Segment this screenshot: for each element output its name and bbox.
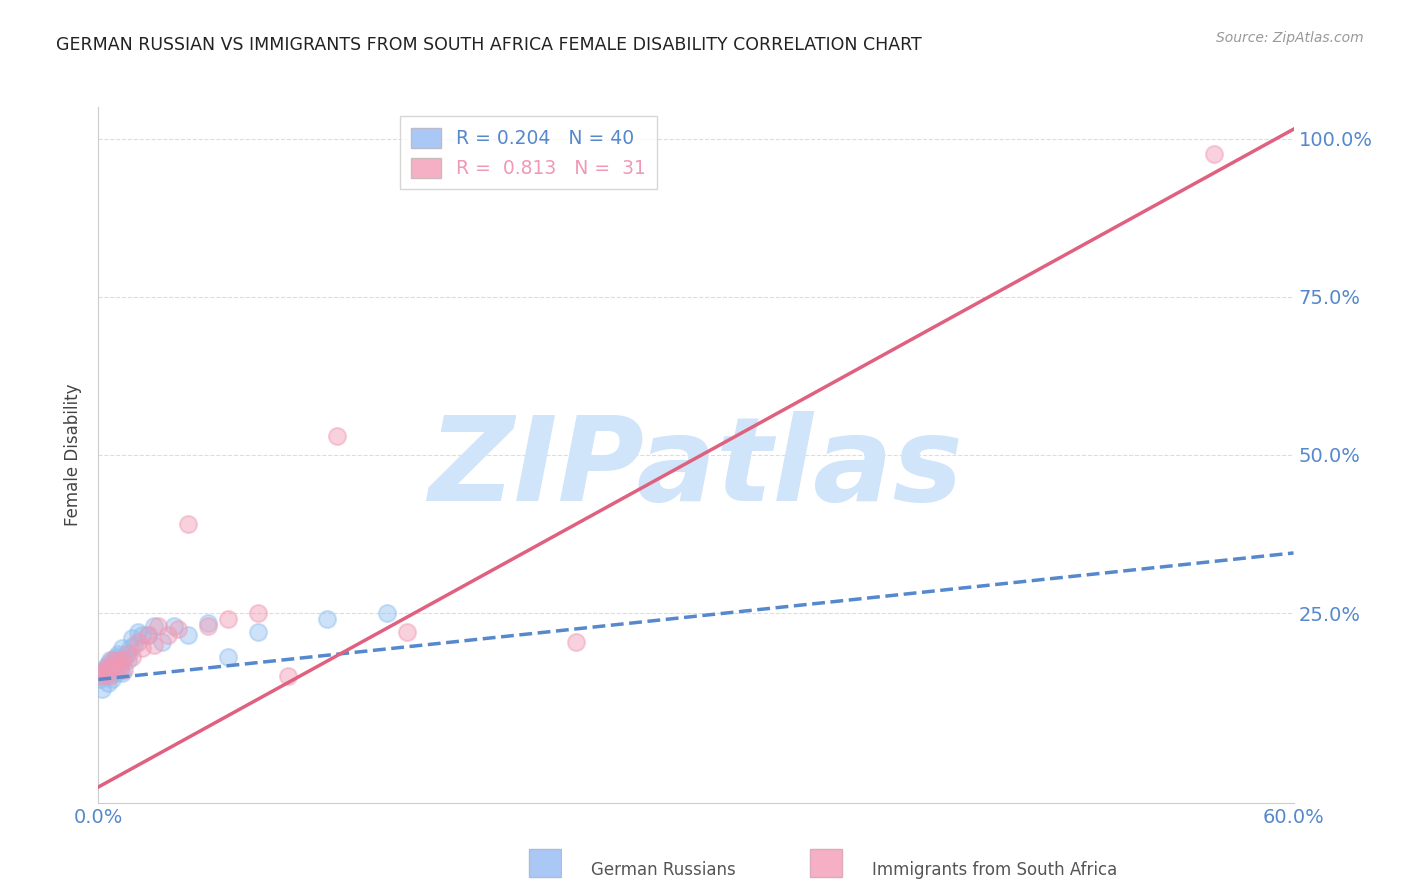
Point: [120, 640, 142, 655]
Text: German Russians: German Russians: [591, 861, 735, 879]
Point: [316, 612, 339, 626]
Point: [150, 634, 173, 648]
Point: [136, 628, 159, 642]
Point: [375, 606, 398, 620]
Point: [136, 628, 159, 642]
Point: [124, 638, 146, 652]
Text: ZIPatlas: ZIPatlas: [429, 411, 963, 526]
Point: [121, 632, 143, 646]
Point: [91, 666, 114, 681]
Point: [93, 663, 115, 677]
Point: [277, 669, 299, 683]
Point: [1202, 147, 1225, 161]
Point: [107, 660, 129, 674]
Point: [110, 663, 132, 677]
Point: [111, 666, 134, 681]
Point: [110, 660, 132, 674]
Point: [197, 618, 219, 632]
Point: [97, 675, 120, 690]
Point: [110, 653, 132, 667]
Point: [197, 615, 219, 630]
Point: [111, 653, 134, 667]
Point: [127, 634, 149, 648]
Text: GERMAN RUSSIAN VS IMMIGRANTS FROM SOUTH AFRICA FEMALE DISABILITY CORRELATION CHA: GERMAN RUSSIAN VS IMMIGRANTS FROM SOUTH …: [56, 36, 922, 54]
Point: [112, 653, 135, 667]
Y-axis label: Female Disability: Female Disability: [65, 384, 83, 526]
Point: [107, 647, 129, 661]
Point: [105, 650, 128, 665]
Point: [103, 653, 125, 667]
Point: [217, 612, 239, 626]
Point: [96, 669, 118, 683]
Point: [112, 663, 135, 677]
Point: [246, 625, 269, 640]
Point: [157, 628, 180, 642]
Point: [103, 663, 125, 677]
Point: [326, 429, 349, 443]
Point: [131, 628, 153, 642]
Point: [100, 653, 122, 667]
Point: [117, 647, 139, 661]
Point: [217, 650, 239, 665]
Point: [177, 628, 200, 642]
Text: Immigrants from South Africa: Immigrants from South Africa: [872, 861, 1116, 879]
Point: [107, 657, 129, 671]
Point: [117, 653, 139, 667]
Point: [396, 625, 419, 640]
Point: [127, 625, 149, 640]
Point: [131, 640, 153, 655]
Point: [111, 640, 134, 655]
Point: [177, 517, 200, 532]
Point: [93, 663, 115, 677]
Point: [101, 660, 124, 674]
Point: [96, 660, 118, 674]
Point: [101, 653, 124, 667]
Point: [246, 606, 269, 620]
Point: [103, 660, 125, 674]
Point: [91, 681, 114, 696]
Point: [105, 653, 128, 667]
Point: [163, 618, 186, 632]
Point: [89, 673, 111, 687]
Point: [97, 660, 120, 674]
Point: [115, 647, 138, 661]
Point: [93, 666, 115, 681]
Point: [101, 673, 124, 687]
Point: [148, 618, 170, 632]
Point: [96, 666, 118, 681]
Legend: R = 0.204   N = 40, R =  0.813   N =  31: R = 0.204 N = 40, R = 0.813 N = 31: [399, 117, 658, 189]
Point: [105, 666, 128, 681]
Point: [100, 666, 122, 681]
Point: [121, 650, 143, 665]
Text: Source: ZipAtlas.com: Source: ZipAtlas.com: [1216, 31, 1364, 45]
Point: [143, 638, 166, 652]
Point: [565, 634, 588, 648]
Point: [143, 618, 166, 632]
Point: [100, 669, 122, 683]
Point: [97, 657, 120, 671]
Point: [167, 622, 190, 636]
Point: [89, 669, 111, 683]
